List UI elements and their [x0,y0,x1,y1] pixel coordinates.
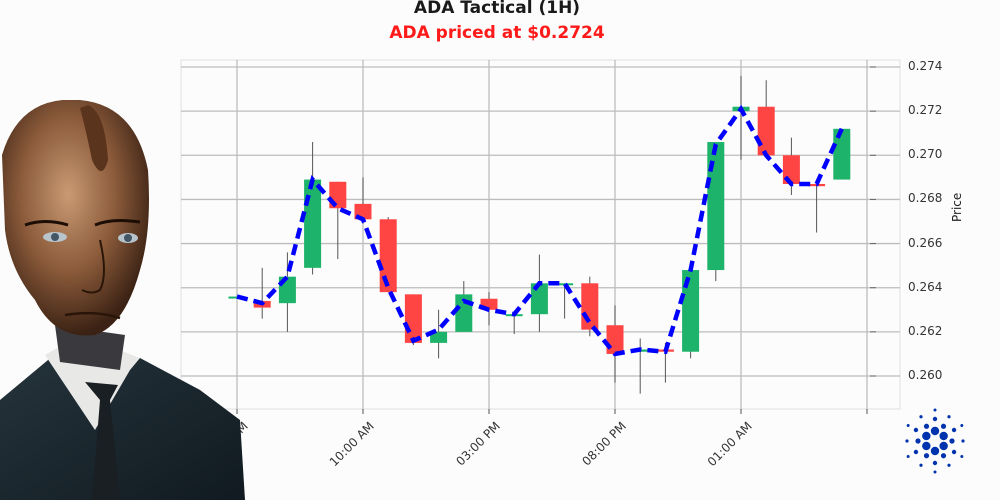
y-tick-label: 0.262 [908,323,943,338]
y-axis-label: Price [950,192,964,222]
y-tick-label: 0.264 [908,279,943,294]
y-tick-label: 0.266 [908,235,943,250]
ai-trader-avatar [0,100,245,500]
candle [404,294,422,343]
candle [430,331,448,343]
y-tick-label: 0.270 [908,147,943,162]
candle [379,219,397,293]
candle [304,179,322,268]
candle [757,106,775,156]
y-tick-label: 0.260 [908,368,943,382]
candle [480,298,498,310]
price-subtitle: ADA priced at $0.2724 [389,23,605,43]
trend-line [236,104,844,357]
candle [682,270,700,352]
candle [833,128,851,180]
cardano-logo-icon [905,408,965,474]
y-tick-label: 0.274 [908,59,943,73]
candle [581,283,599,330]
chart-title: ADA Tactical (1H) [413,0,581,18]
candle [530,283,548,315]
candle [606,325,624,354]
y-tick-label: 0.272 [908,103,943,118]
candle [707,142,725,271]
y-tick-label: 0.268 [908,191,943,206]
